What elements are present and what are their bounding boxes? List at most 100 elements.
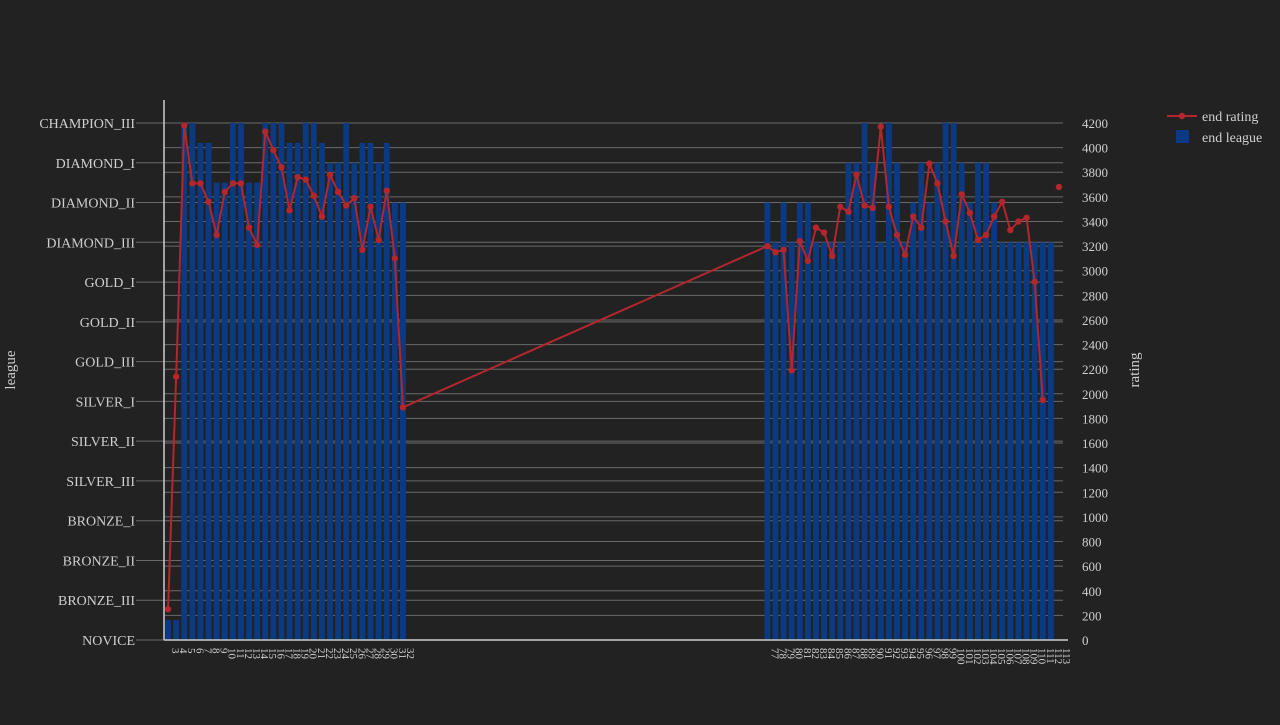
bar-end-league — [375, 162, 382, 640]
end-rating-point — [1015, 218, 1022, 225]
x-tick-label: 94 — [906, 648, 918, 660]
x-tick-label: 15 — [266, 648, 278, 660]
end-rating-point — [772, 249, 779, 256]
x-tick-label: 108 — [1019, 648, 1031, 665]
legend-label-end-rating: end rating — [1202, 110, 1258, 125]
x-tick-label: 95 — [914, 648, 926, 660]
bar-end-league — [926, 202, 933, 641]
x-tick-label: 81 — [801, 648, 813, 659]
bar-end-league — [829, 242, 836, 641]
x-tick-label: 9 — [218, 648, 230, 654]
y-left-tick-label: GOLD_II — [80, 316, 136, 331]
end-rating-point — [253, 241, 261, 249]
x-tick-label: 105 — [995, 648, 1007, 665]
end-rating-point — [229, 180, 237, 187]
bar-end-league — [853, 162, 860, 640]
end-rating-point — [383, 187, 390, 194]
x-tick-label: 110 — [1036, 648, 1048, 665]
bar-end-league — [351, 162, 358, 640]
x-tick-label: 84 — [825, 648, 837, 660]
x-tick-label: 20 — [307, 648, 319, 660]
bar-end-league — [934, 162, 941, 640]
bar-end-league — [975, 162, 981, 640]
legend-marker-end-rating — [1178, 112, 1186, 120]
bar-end-league — [910, 202, 917, 641]
x-tick-label: 26 — [355, 648, 367, 660]
bar-end-league — [869, 162, 876, 640]
bar-end-league — [966, 202, 973, 641]
x-tick-label: 100 — [955, 648, 967, 665]
end-rating-point — [375, 236, 382, 244]
x-tick-label: 25 — [347, 648, 359, 660]
bar-end-league — [764, 202, 771, 641]
end-rating-point — [788, 367, 795, 374]
y-right-axis-title: rating — [1127, 352, 1143, 387]
x-tick-label: 24 — [339, 648, 351, 660]
x-tick-label: 10 — [226, 648, 238, 660]
y-left-tick-label: SILVER_II — [71, 435, 135, 450]
x-tick-label: 21 — [315, 648, 327, 659]
x-tick-label: 93 — [898, 648, 910, 660]
y-right-tick-label: 3000 — [1082, 264, 1108, 279]
end-rating-point — [999, 198, 1006, 205]
end-rating-point — [1007, 226, 1014, 234]
y-right-tick-label: 3400 — [1082, 214, 1108, 229]
end-rating-point — [893, 231, 901, 239]
y-left-tick-label: GOLD_I — [84, 276, 135, 291]
legend[interactable]: end rating end league — [1167, 110, 1262, 146]
end-rating-point — [286, 207, 293, 214]
bar-end-league — [400, 202, 406, 641]
x-tick-label: 88 — [857, 648, 869, 660]
end-rating-point — [237, 180, 245, 187]
bar-end-league — [885, 123, 892, 640]
x-tick-label: 87 — [849, 648, 861, 660]
x-tick-label: 90 — [874, 648, 886, 660]
x-tick-label: 92 — [890, 648, 902, 659]
x-tick-label: 89 — [866, 648, 878, 660]
axes: 0 200 400 600 800 1000 1200 1400 1600 1800 2000 220… — [3, 100, 1143, 665]
end-rating-point — [221, 188, 228, 196]
bar-end-league — [383, 142, 390, 640]
end-rating-point — [334, 188, 342, 196]
x-tick-label: 77 — [768, 648, 780, 660]
y-left-tick-label: BRONZE_III — [58, 594, 135, 609]
bar-end-league — [918, 162, 925, 640]
y-right-tick-label: 1000 — [1082, 510, 1108, 525]
x-tick-label: 99 — [947, 648, 959, 660]
end-rating-point — [399, 404, 407, 411]
y-right-tick-label: 2800 — [1082, 288, 1108, 303]
x-tick-label: 28 — [372, 648, 384, 660]
end-rating-point — [861, 202, 868, 209]
y-left-tick-label: SILVER_III — [66, 475, 135, 490]
x-tick-label: 82 — [809, 648, 821, 659]
x-tick-label: 11 — [234, 648, 246, 659]
x-tick-label: 31 — [396, 648, 408, 659]
bar-end-league — [238, 123, 244, 640]
y-right-tick-label: 1600 — [1082, 436, 1108, 451]
end-rating-point — [918, 224, 925, 231]
bar-end-league — [181, 123, 188, 640]
end-rating-point — [181, 122, 188, 129]
bar-end-league — [327, 162, 333, 640]
end-rating-point — [885, 203, 893, 210]
y-right-tick-label: 1200 — [1082, 485, 1108, 500]
x-tick-label: 106 — [1003, 648, 1015, 665]
bar-end-league — [861, 123, 868, 640]
bar-end-league — [197, 142, 204, 640]
end-rating-point — [820, 229, 828, 236]
bar-end-league — [1039, 242, 1046, 641]
end-rating-point — [853, 171, 860, 178]
bar-end-league — [902, 242, 908, 641]
end-rating-point — [164, 606, 172, 613]
x-tick-label: 113 — [1060, 648, 1072, 665]
bar-end-league — [254, 182, 261, 640]
bar-end-league — [1015, 242, 1022, 641]
y-right-tick-label: 800 — [1082, 535, 1102, 550]
bar-end-league — [991, 202, 998, 641]
x-tick-label: 5 — [185, 648, 197, 654]
x-tick-label: 109 — [1028, 648, 1040, 665]
end-rating-point — [828, 252, 836, 260]
end-rating-point — [1023, 214, 1030, 221]
bar-end-league — [804, 202, 811, 641]
y-right-tick-label: 1400 — [1082, 461, 1108, 476]
